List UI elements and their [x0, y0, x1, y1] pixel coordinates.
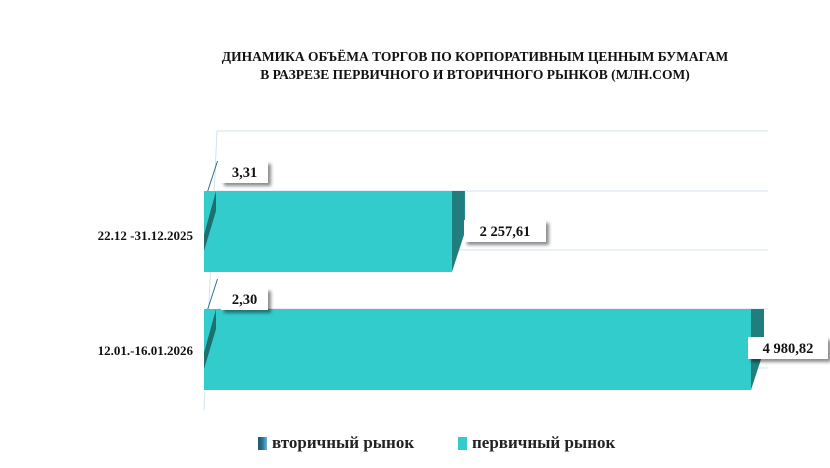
category-label-1: 22.12 -31.12.2025 [97, 228, 193, 243]
legend-swatch-secondary [258, 436, 267, 450]
legend-label-secondary: вторичный рынок [272, 433, 415, 452]
bar-primary-1 [204, 191, 452, 272]
bar-primary-2 [204, 309, 751, 390]
legend-swatch-primary [458, 436, 467, 450]
bar-primary-1-depth-left [204, 191, 216, 251]
chart-legend: вторичный рынок первичный рынок [0, 433, 830, 455]
data-label-primary-2-box [748, 337, 828, 359]
data-label-primary-2: 4 980,82 [763, 341, 814, 357]
data-label-primary-1-box [464, 220, 546, 242]
bar-primary-1-side [451, 191, 465, 272]
chart-title-line-2: В РАЗРЕЗЕ ПЕРВИЧНОГО И ВТОРИЧНОГО РЫНКОВ… [260, 67, 690, 82]
data-label-secondary-1-box [221, 161, 268, 183]
legend-item-secondary-market: вторичный рынок [258, 433, 414, 453]
legend-item-primary-market: первичный рынок [458, 433, 615, 453]
chart-title: ДИНАМИКА ОБЪЁМА ТОРГОВ ПО КОРПОРАТИВНЫМ … [150, 48, 800, 84]
data-label-secondary-2: 2,30 [232, 292, 257, 308]
legend-label-primary: первичный рынок [472, 433, 616, 452]
data-label-secondary-1: 3,31 [232, 165, 257, 181]
data-label-secondary-2-box [221, 288, 268, 310]
chart-title-line-1: ДИНАМИКА ОБЪЁМА ТОРГОВ ПО КОРПОРАТИВНЫМ … [221, 49, 729, 64]
category-label-2: 12.01.-16.01.2026 [97, 343, 193, 358]
bar-primary-2-depth-left [204, 309, 216, 369]
data-label-primary-1: 2 257,61 [480, 224, 531, 240]
